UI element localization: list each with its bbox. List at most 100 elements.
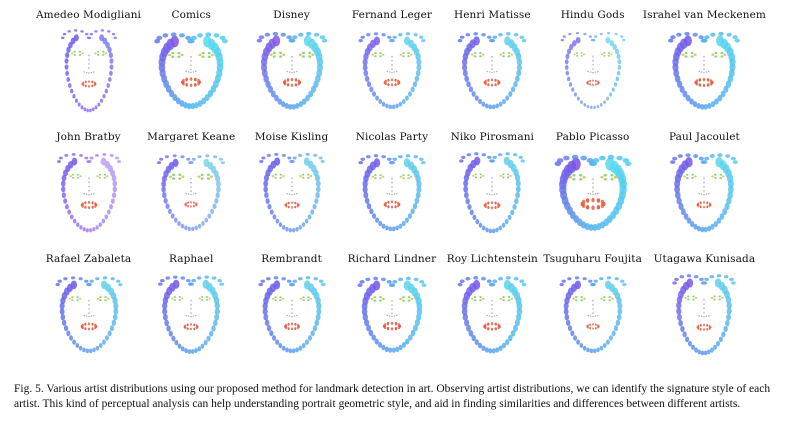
nose-landmark	[491, 68, 493, 71]
mouth-landmark	[287, 201, 290, 205]
jaw-landmark	[68, 335, 73, 341]
mouth-landmark	[296, 326, 299, 330]
jaw-landmark	[368, 329, 374, 337]
eye-landmark	[381, 175, 385, 178]
jaw-landmark	[179, 100, 185, 107]
brow-landmark	[160, 278, 165, 283]
jaw-landmark	[414, 75, 420, 82]
eye-landmark	[103, 299, 107, 302]
brow-landmark	[588, 35, 592, 38]
nose-landmark	[703, 55, 706, 58]
artist-panel: Amedeo Modigliani	[36, 0, 141, 122]
mouth-landmark	[707, 78, 710, 82]
nose-landmark	[87, 189, 90, 192]
eye-landmark	[407, 177, 410, 180]
jaw-landmark	[187, 103, 192, 110]
mouth-landmark	[287, 205, 290, 209]
jaw-landmark	[693, 223, 699, 230]
jaw-landmark	[719, 336, 724, 343]
mouth-landmark	[185, 83, 189, 87]
jaw-landmark	[64, 70, 69, 76]
jaw-landmark	[280, 101, 286, 108]
nose-landmark	[591, 303, 594, 306]
mouth-landmark	[197, 78, 201, 83]
jaw-landmark	[98, 34, 104, 42]
eye-landmark	[499, 53, 503, 56]
eye-landmark	[172, 173, 176, 177]
jaw-landmark	[378, 98, 383, 105]
mouth-landmark	[394, 322, 398, 326]
eye-landmark	[310, 53, 314, 56]
eye-landmark	[613, 175, 617, 179]
eye-landmark	[178, 298, 182, 301]
eye-landmark	[178, 177, 182, 180]
jaw-landmark	[69, 214, 74, 220]
eye-landmark	[201, 55, 205, 59]
jaw-landmark	[315, 313, 321, 321]
mouth-landmark	[293, 322, 297, 326]
eye-landmark	[402, 177, 405, 180]
jaw-landmark	[63, 325, 68, 332]
nose-landmark	[386, 192, 388, 195]
nose-landmark	[190, 193, 193, 196]
nose-landmark	[698, 315, 701, 317]
eye-landmark	[301, 55, 305, 58]
jaw-landmark	[272, 214, 276, 220]
eye-landmark	[371, 175, 374, 178]
mouth-landmark	[585, 198, 589, 203]
jaw-landmark	[163, 313, 169, 321]
brow-landmark	[679, 275, 685, 279]
brow-landmark	[459, 159, 464, 163]
jaw-landmark	[401, 98, 406, 105]
jaw-landmark	[183, 102, 189, 109]
brow-landmark	[397, 155, 403, 159]
brow-landmark	[386, 280, 392, 284]
eye-landmark	[281, 297, 284, 300]
nose-landmark	[486, 70, 489, 73]
mouth-landmark	[386, 322, 390, 326]
nose-landmark	[90, 71, 92, 74]
nose-landmark	[293, 193, 295, 195]
jaw-landmark	[174, 217, 178, 223]
mouth-landmark	[294, 78, 297, 82]
jaw-landmark	[288, 348, 292, 354]
jaw-landmark	[207, 213, 212, 219]
brow-landmark	[670, 35, 677, 40]
jaw-landmark	[275, 218, 279, 224]
brow-landmark	[459, 279, 465, 284]
jaw-landmark	[304, 94, 310, 102]
jaw-landmark	[675, 191, 682, 200]
brow-landmark	[490, 38, 496, 43]
nose-landmark	[703, 59, 706, 62]
eye-landmark	[379, 177, 382, 180]
eye-landmark	[98, 176, 101, 179]
jaw-landmark	[583, 102, 586, 107]
jaw-landmark	[602, 100, 606, 104]
landmark-face-plot	[56, 153, 121, 233]
jaw-landmark	[592, 348, 597, 354]
mouth-landmark	[190, 323, 193, 326]
jaw-landmark	[416, 64, 422, 71]
eye-landmark	[402, 55, 405, 58]
mouth-landmark	[296, 323, 299, 327]
jaw-landmark	[361, 307, 368, 316]
jaw-landmark	[75, 222, 79, 227]
brow-landmark	[109, 153, 114, 157]
eye-landmark	[306, 173, 310, 176]
artist-panel: Rembrandt	[241, 244, 341, 366]
eye-landmark	[407, 174, 410, 177]
nose-landmark	[703, 307, 706, 310]
jaw-landmark	[267, 203, 272, 210]
jaw-landmark	[721, 90, 726, 98]
brow-landmark	[219, 282, 225, 286]
jaw-landmark	[498, 345, 503, 351]
jaw-landmark	[172, 94, 178, 102]
brow-landmark	[70, 276, 75, 280]
nose-landmark	[87, 308, 90, 310]
brow-landmark	[591, 283, 596, 287]
brow-landmark	[717, 274, 722, 278]
brow-landmark	[587, 279, 593, 283]
jaw-landmark	[363, 191, 369, 199]
nose-landmark	[92, 71, 95, 73]
eye-landmark	[401, 296, 405, 299]
